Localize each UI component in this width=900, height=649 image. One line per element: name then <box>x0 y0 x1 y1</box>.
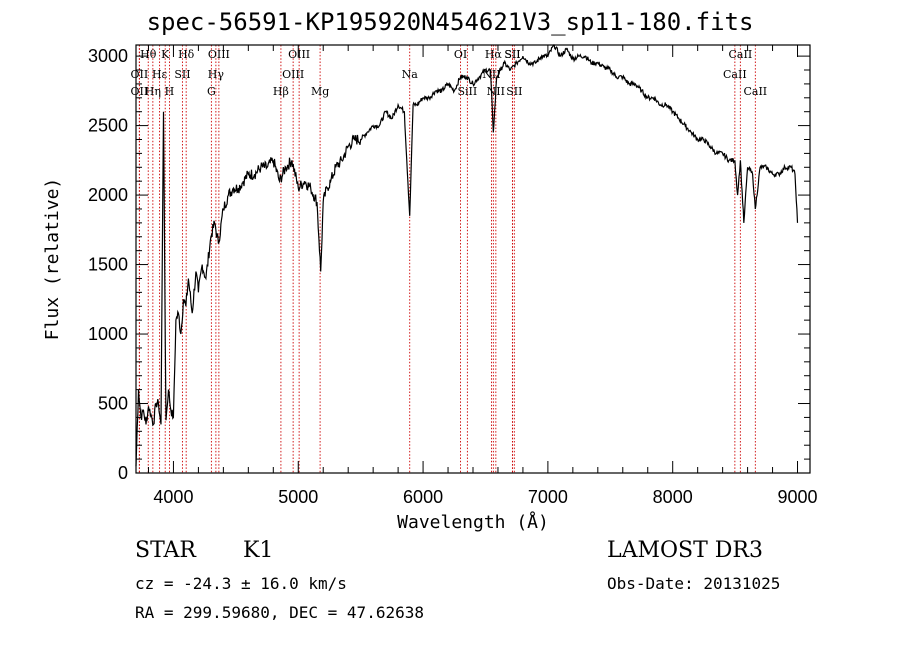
spectral-line-label: SiII <box>458 85 478 98</box>
x-tick-label: 8000 <box>653 487 693 507</box>
x-axis-label: Wavelength (Å) <box>397 511 549 533</box>
spectral-line-label: Hε <box>152 68 168 81</box>
object-class: STAR <box>135 538 196 563</box>
spectral-line-label: OIII <box>288 48 310 61</box>
spectral-line-label: OII <box>131 68 149 81</box>
y-axis-label: Flux (relative) <box>42 178 63 341</box>
x-tick-label: 4000 <box>153 487 193 507</box>
spectral-line-label: OII <box>131 85 149 98</box>
survey-name: LAMOST DR3 <box>607 538 763 563</box>
redshift-readout: cz = -24.3 ± 16.0 km/s <box>135 574 347 593</box>
y-tick-label: 3000 <box>88 46 128 66</box>
spectral-line-label: CaII <box>729 48 753 61</box>
obs-date: Obs-Date: 20131025 <box>607 574 781 593</box>
x-tick-label: 7000 <box>528 487 568 507</box>
line-marker-layer <box>138 45 756 473</box>
spectral-line-label: H <box>165 85 175 98</box>
chart-title: spec-56591-KP195920N454621V3_sp11-180.fi… <box>146 8 754 36</box>
y-tick-label: 1500 <box>88 255 128 275</box>
y-tick-label: 500 <box>98 394 128 414</box>
y-tick-label: 0 <box>118 463 128 483</box>
spectral-line-label: Hβ <box>273 85 289 98</box>
x-tick-label: 9000 <box>777 487 817 507</box>
spectral-line-label: Mg <box>311 85 329 98</box>
spectral-line-label: Hα <box>485 48 503 61</box>
plot-frame <box>135 44 811 474</box>
spectral-line-label: OI <box>454 48 467 61</box>
spectral-line-label: CaII <box>743 85 767 98</box>
spectrum-line <box>135 44 799 467</box>
y-tick-label: 2000 <box>88 185 128 205</box>
x-tick-label: 6000 <box>403 487 443 507</box>
object-subclass: K1 <box>243 538 274 563</box>
spectral-line-label: OIII <box>282 68 304 81</box>
spectral-line-label: OIII <box>208 48 230 61</box>
spectral-line-label: Na <box>402 68 419 81</box>
spectral-line-label: SII <box>504 48 520 61</box>
x-tick-label: 5000 <box>278 487 318 507</box>
y-tick-label: 1000 <box>88 324 128 344</box>
spectral-line-label: Hη <box>145 85 161 98</box>
spectral-line-label: CaII <box>723 68 747 81</box>
spectral-line-label: Hγ <box>208 68 225 81</box>
y-tick-label: 2500 <box>88 116 128 136</box>
spectral-line-label: SII <box>506 85 522 98</box>
spectral-line-label: SII <box>174 68 190 81</box>
spectral-line-label: G <box>207 85 216 98</box>
coordinates: RA = 299.59680, DEC = 47.62638 <box>135 603 424 622</box>
axis-ticks: 4000 5000 6000 7000 8000 9000 0 500 1000 1500 2000… <box>88 45 818 507</box>
spectral-line-label: Hδ <box>178 48 195 61</box>
spectral-line-label: SII <box>504 48 520 61</box>
spectral-line-label: Hθ <box>140 48 157 61</box>
spectral-line-label: K <box>161 48 170 61</box>
